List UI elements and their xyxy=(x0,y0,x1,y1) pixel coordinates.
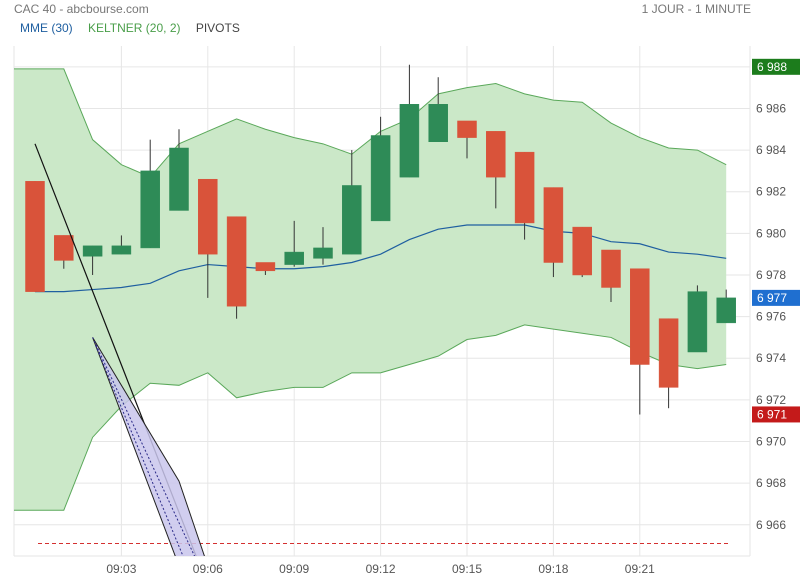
price-tick-label: 6 976 xyxy=(756,310,786,324)
price-tick-label: 6 986 xyxy=(756,101,786,115)
candle-body xyxy=(198,178,218,255)
current-price-badge-bg xyxy=(752,289,800,306)
candle-body xyxy=(111,245,132,255)
candle-body xyxy=(658,318,679,388)
candle-body xyxy=(370,135,391,222)
high-price-badge-bg xyxy=(752,58,800,75)
price-tick-label: 6 970 xyxy=(756,435,786,449)
candle-body xyxy=(82,245,103,257)
time-tick-label: 09:06 xyxy=(193,562,223,576)
keltner-lower-line xyxy=(14,324,727,511)
candles xyxy=(25,64,736,415)
candle-body xyxy=(514,151,535,224)
candle-body xyxy=(716,297,736,324)
candle-body xyxy=(313,247,333,259)
price-tick-label: 6 980 xyxy=(756,226,786,240)
mme-polyline xyxy=(35,224,727,293)
chart-header: CAC 40 - abcbourse.com 1 JOUR - 1 MINUTE xyxy=(0,0,800,18)
price-tick-label: 6 982 xyxy=(756,185,786,199)
time-tick-label: 09:03 xyxy=(106,562,136,576)
candle-body xyxy=(284,251,304,265)
price-tick-label: 6 984 xyxy=(756,143,786,157)
candle-body xyxy=(630,268,650,365)
price-tick-label: 6 978 xyxy=(756,268,786,282)
keltner-band xyxy=(14,68,727,511)
candle-body xyxy=(255,262,276,272)
drawings xyxy=(34,143,730,556)
high-price-badge-label: 6 988 xyxy=(757,60,787,74)
candle-body xyxy=(543,187,564,263)
timeframe-label[interactable]: 1 JOUR - 1 MINUTE xyxy=(641,2,751,16)
pitchfork-channel xyxy=(92,337,205,556)
legend-keltner[interactable]: KELTNER (20, 2) xyxy=(88,21,181,35)
time-tick-label: 09:21 xyxy=(625,562,655,576)
low-price-badge-bg xyxy=(752,406,800,423)
candle-body xyxy=(226,216,247,307)
indicator-legend: MME (30) KELTNER (20, 2) PIVOTS xyxy=(20,21,252,35)
candle-body xyxy=(25,181,45,292)
time-tick-label: 09:18 xyxy=(538,562,568,576)
time-tick-label: 09:15 xyxy=(452,562,482,576)
price-tick-label: 6 966 xyxy=(756,518,786,532)
time-tick-label: 09:09 xyxy=(279,562,309,576)
chart-title: CAC 40 - abcbourse.com xyxy=(14,2,149,16)
legend-mme[interactable]: MME (30) xyxy=(20,21,73,35)
legend-pivots[interactable]: PIVOTS xyxy=(195,21,240,35)
candle-body xyxy=(140,170,160,249)
current-price-badge-label: 6 977 xyxy=(757,291,787,305)
keltner-fill xyxy=(14,68,727,511)
candle-body xyxy=(54,235,74,261)
axes: 6 966 6 968 6 970 6 972 6 974 6 976 6 978 6 980… xyxy=(106,58,800,576)
candle-body xyxy=(687,291,708,353)
candle-body xyxy=(399,104,420,178)
price-tick-label: 6 968 xyxy=(756,476,786,490)
candle-body xyxy=(342,185,362,255)
candle-body xyxy=(486,131,506,178)
candle-body xyxy=(457,120,477,138)
price-tick-label: 6 974 xyxy=(756,351,786,365)
time-tick-label: 09:12 xyxy=(366,562,396,576)
candle-body xyxy=(169,147,189,211)
candle-body xyxy=(572,226,592,276)
candle-body xyxy=(428,104,448,143)
low-price-badge-label: 6 971 xyxy=(757,407,787,421)
mme-line xyxy=(35,224,727,293)
price-tick-label: 6 972 xyxy=(756,393,786,407)
candle-body xyxy=(601,249,621,288)
